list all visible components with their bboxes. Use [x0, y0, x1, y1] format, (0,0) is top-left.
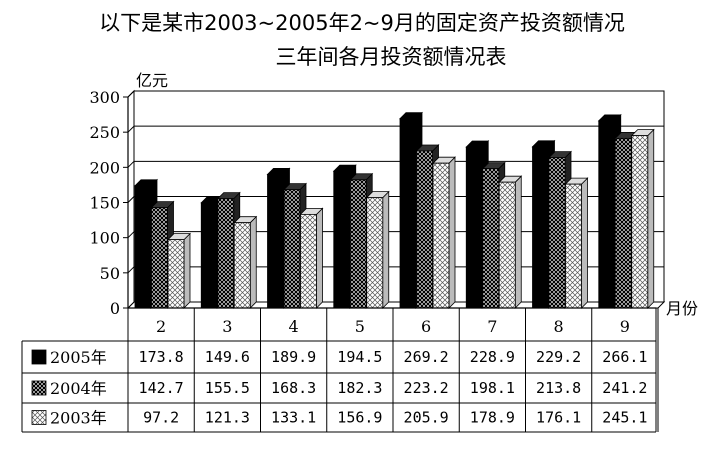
legend-swatch	[31, 410, 47, 425]
bar	[167, 232, 191, 309]
legend-label: 2005年	[50, 348, 107, 367]
bar	[432, 156, 456, 309]
bar-front	[167, 239, 185, 309]
chart-title: 以下是某市2003~2005年2~9月的固定资产投资额情况	[99, 11, 625, 35]
x-tick-label: 5	[355, 317, 365, 336]
y-axis-unit: 亿元	[136, 71, 168, 90]
bar-front	[416, 150, 433, 309]
data-label: 223.2	[404, 379, 449, 397]
bar-front	[548, 157, 566, 309]
bar-front	[614, 137, 632, 309]
data-table: 2 3 4 5 6 7 8 9 2005年 173.8 149.6 189.9 194.5 269.2 22…	[21, 307, 659, 433]
y-tick-label: 100	[89, 229, 120, 248]
x-tick-label: 7	[487, 317, 497, 336]
data-label: 228.9	[470, 348, 515, 366]
gridline-side	[127, 266, 135, 274]
y-tick-label: 150	[89, 194, 120, 213]
bar	[299, 207, 324, 309]
bar-front	[631, 135, 649, 309]
bar-front	[598, 120, 616, 309]
data-label: 245.1	[602, 409, 647, 427]
y-tick-label: 250	[89, 123, 120, 142]
legend-swatch	[31, 349, 47, 365]
x-tick-label: 6	[421, 317, 431, 336]
data-label: 155.5	[205, 379, 250, 397]
bar-front	[217, 198, 235, 309]
gridline-side	[127, 90, 135, 98]
data-label: 178.9	[470, 409, 515, 427]
bar-front	[432, 162, 450, 309]
bar-side	[647, 128, 655, 309]
x-tick-label: 4	[289, 317, 299, 336]
bar-front	[349, 179, 367, 309]
gridline-side	[127, 160, 135, 168]
bar-front	[465, 146, 483, 309]
legend-label: 2003年	[50, 409, 107, 428]
data-label: 198.1	[470, 379, 515, 397]
bar-side	[581, 177, 588, 309]
bar-side	[316, 207, 323, 309]
data-label: 205.9	[404, 409, 449, 427]
y-tick-label: 300	[89, 88, 120, 107]
data-label: 176.1	[536, 409, 581, 427]
data-label: 173.8	[139, 348, 184, 366]
y-tick-label: 0	[110, 299, 120, 318]
gridline-side	[127, 231, 135, 239]
chart-subtitle: 三年间各月投资额情况表	[276, 45, 507, 69]
bar-front	[399, 118, 417, 309]
bar-side	[448, 156, 456, 309]
bar-side	[514, 175, 522, 309]
data-label: 121.3	[205, 409, 250, 427]
bar-front	[300, 213, 317, 309]
y-tick-label: 200	[89, 158, 120, 177]
bar-front	[267, 174, 284, 309]
data-label: 241.2	[602, 379, 647, 397]
x-tick-label: 9	[620, 317, 630, 336]
data-label: 182.3	[337, 379, 382, 397]
bar	[365, 190, 390, 309]
bar-front	[565, 183, 582, 309]
y-axis: 0 50 100 150 200 250 300	[89, 88, 129, 318]
bar-front	[498, 181, 516, 309]
bar-front	[333, 170, 351, 309]
gridline-side	[127, 125, 135, 133]
x-tick-label: 2	[156, 317, 166, 336]
bar-front	[482, 168, 500, 309]
y-tick-label: 50	[100, 264, 120, 283]
bar	[498, 175, 523, 309]
data-label: 266.1	[602, 348, 647, 366]
gridline-side	[127, 196, 135, 203]
bar	[564, 177, 589, 309]
legend-label: 2004年	[50, 379, 107, 398]
bar-side	[382, 190, 390, 309]
data-label: 229.2	[536, 348, 581, 366]
data-label: 168.3	[271, 379, 316, 397]
data-label: 149.6	[205, 348, 250, 366]
bar	[630, 128, 655, 309]
bar-front	[283, 189, 301, 309]
bar-front	[532, 146, 549, 309]
x-tick-label: 3	[222, 317, 232, 336]
bar-side	[249, 215, 257, 309]
bar-side	[183, 232, 191, 309]
bar-front	[134, 185, 152, 309]
data-label: 213.8	[536, 379, 581, 397]
data-label: 194.5	[337, 348, 382, 366]
bar-front	[366, 197, 384, 309]
bar-front	[200, 202, 218, 309]
x-axis-unit: 月份	[666, 299, 698, 318]
legend-swatch	[31, 380, 47, 396]
x-tick-label: 8	[554, 317, 564, 336]
bar-front	[151, 207, 168, 309]
bar	[233, 215, 258, 309]
data-label: 269.2	[404, 348, 449, 366]
data-label: 142.7	[139, 379, 184, 397]
data-label: 189.9	[271, 348, 316, 366]
bar-front	[233, 222, 251, 309]
data-label: 97.2	[143, 409, 179, 427]
data-label: 156.9	[337, 409, 382, 427]
data-label: 133.1	[271, 409, 316, 427]
